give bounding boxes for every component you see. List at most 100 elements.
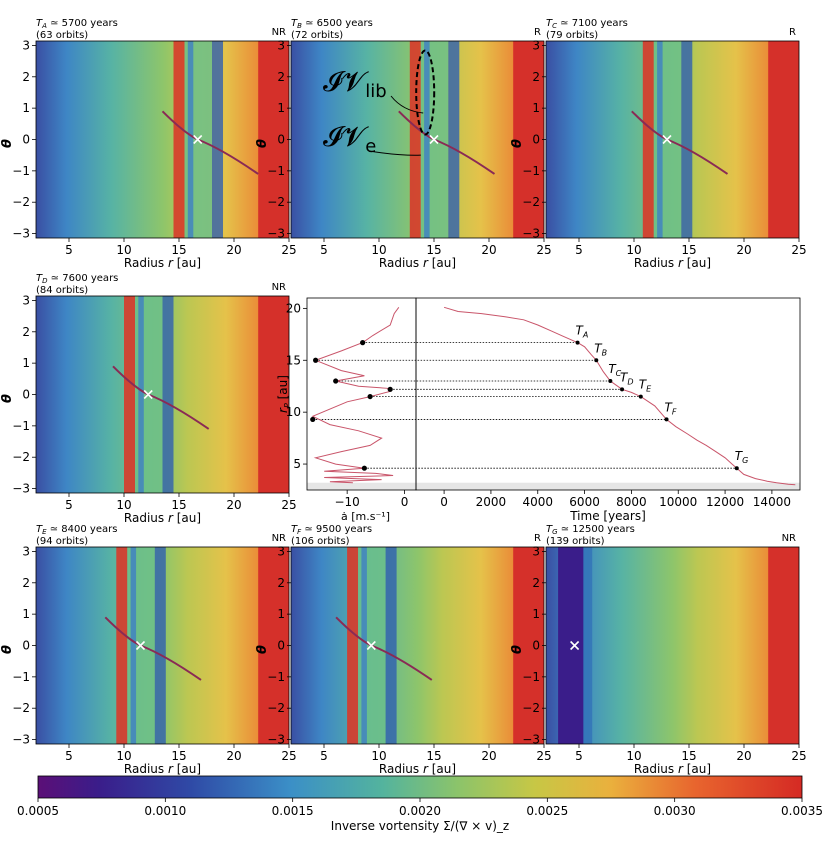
planet-marker (366, 640, 376, 651)
theta-tick-label: −1 (12, 670, 30, 684)
colorbar-tick-label: 0.0010 (144, 804, 186, 818)
panel-regime: R (789, 27, 796, 38)
panel-orbits: (72 orbits) (291, 30, 343, 41)
theta-tick-label: −3 (267, 227, 285, 241)
theta-tick-label: −2 (12, 701, 30, 715)
r-tick-label: 5 (65, 498, 73, 512)
time-marker-g (734, 466, 739, 471)
rate-axis-label: ȧ [m.s⁻¹] (341, 510, 390, 523)
theta-tick-label: 1 (22, 101, 30, 115)
r-tick-label: 10 (626, 243, 641, 257)
disk-background (291, 547, 544, 744)
theta-tick-label: 0 (277, 639, 285, 653)
r-tick-label: 10 (371, 749, 386, 763)
rp-tick-label: 10 (286, 405, 301, 419)
gap-outer-ridge (385, 547, 397, 744)
gap-inner-edge (116, 547, 128, 744)
theta-tick-label: −3 (12, 733, 30, 747)
gap-inner-ridge (361, 547, 367, 744)
disk-panel-c: TC ≃ 7100 years(79 orbits) R5 10 15 20 25Radi… (510, 18, 807, 270)
r-tick-label: 5 (320, 243, 328, 257)
theta-tick-label: 1 (532, 101, 540, 115)
r-tick-label: 15 (681, 243, 696, 257)
gap-outer-ridge (448, 41, 460, 238)
r-tick-label: 20 (736, 749, 751, 763)
panel-b-annotations: 𝓘𝓥lib 𝓘𝓥e (323, 49, 436, 157)
theta-tick-label: −2 (267, 701, 285, 715)
marker-label-e: TE (639, 378, 652, 394)
theta-tick-label: −1 (522, 670, 540, 684)
planet-marker (135, 640, 146, 651)
gap-inner-edge (124, 296, 135, 493)
marker-label-g: TG (735, 449, 749, 465)
panel-time: TA ≃ 5700 years (36, 18, 118, 30)
rp-axis-label: rP [au] (276, 375, 292, 413)
disk-map (36, 296, 289, 493)
theta-tick-label: 3 (532, 544, 540, 558)
disk-panel-b: TB ≃ 6500 years(72 orbits) R5 10 15 20 25Radi… (255, 18, 552, 270)
r-tick-label: 5 (320, 749, 328, 763)
theta-tick-label: 2 (277, 576, 285, 590)
theta-axis-label: θ (0, 645, 15, 654)
theta-tick-label: 1 (22, 607, 30, 621)
annotation-arrow-e (368, 150, 421, 156)
r-axis-label: Radius r [au] (379, 762, 456, 776)
panel-regime: NR (272, 27, 286, 38)
r-tick-label: 20 (226, 243, 241, 257)
r-tick-label: 20 (226, 498, 241, 512)
disk-panel-a: TA ≃ 5700 years(63 orbits) NR5 10 15 20 25Rad… (0, 18, 297, 270)
r-tick-label: 25 (791, 243, 806, 257)
disk-map (546, 547, 799, 744)
panel-regime: R (534, 27, 541, 38)
colorbar-label: Inverse vortensity Σ/(∇ × v)_z (331, 819, 509, 833)
colorbar-tick-label: 0.0005 (17, 804, 59, 818)
r-tick-label: 20 (226, 749, 241, 763)
theta-tick-label: −3 (522, 227, 540, 241)
annotation-iv-e: 𝓘𝓥e (323, 120, 376, 157)
r-tick-label: 25 (536, 749, 551, 763)
theta-axis-label: θ (510, 645, 525, 654)
time-tick-label: 12000 (706, 495, 744, 509)
theta-tick-label: −1 (12, 419, 30, 433)
r-tick-label: 15 (426, 243, 441, 257)
theta-tick-label: 3 (277, 544, 285, 558)
r-tick-label: 25 (281, 498, 296, 512)
theta-tick-label: −2 (12, 195, 30, 209)
panel-regime: NR (782, 533, 796, 544)
gap-inner-edge (173, 41, 185, 238)
gap-inner-ridge (657, 41, 663, 238)
r-tick-label: 10 (116, 498, 131, 512)
theta-tick-label: −3 (12, 482, 30, 496)
outer-disk-band (258, 296, 289, 493)
theta-tick-label: 1 (277, 607, 285, 621)
theta-tick-label: −3 (12, 227, 30, 241)
rp-tick-label: 20 (286, 301, 301, 315)
libration-contour (415, 49, 436, 136)
gap-inner-ridge (138, 296, 144, 493)
r-axis-label: Radius r [au] (124, 511, 201, 525)
rate-marker-b (313, 357, 319, 363)
theta-tick-label: 0 (277, 133, 285, 147)
disk-background (36, 41, 289, 238)
theta-tick-label: 0 (22, 388, 30, 402)
rate-marker-e (367, 393, 373, 400)
theta-axis-label: θ (255, 645, 270, 654)
annotation-arrow-lib (390, 95, 424, 114)
r-tick-label: 10 (116, 243, 131, 257)
time-tick-label: 2000 (476, 495, 507, 509)
r-tick-label: 25 (536, 243, 551, 257)
r-tick-label: 15 (426, 749, 441, 763)
outer-disk-band (513, 547, 544, 744)
rate-marker-a (360, 340, 366, 346)
disk-map (546, 41, 799, 238)
time-marker-e (638, 394, 643, 399)
theta-tick-label: −3 (267, 733, 285, 747)
theta-tick-label: 2 (277, 70, 285, 84)
planet-marker (429, 134, 439, 145)
shaded-band (307, 482, 800, 490)
gap-outer-ridge (583, 547, 593, 744)
r-tick-label: 20 (481, 749, 496, 763)
theta-axis-label: θ (0, 139, 15, 148)
time-tick-label: 8000 (616, 495, 647, 509)
